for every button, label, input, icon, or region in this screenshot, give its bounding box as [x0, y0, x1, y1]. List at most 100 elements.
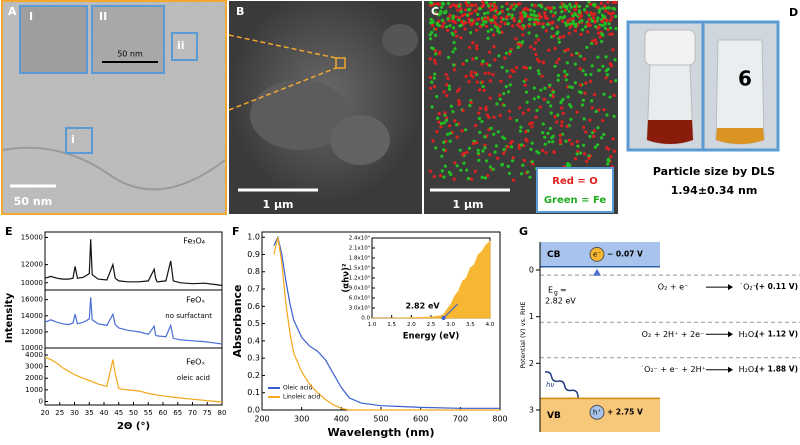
product: ˙O₂⁻	[739, 283, 757, 292]
legend-entry: Green = Fe	[544, 195, 607, 206]
eds-dot	[518, 25, 522, 29]
eds-dot	[467, 17, 471, 21]
eds-dot	[433, 72, 437, 76]
eds-dot	[587, 156, 591, 160]
x-tick-label: 30	[70, 409, 79, 417]
zoom-line	[228, 67, 337, 111]
panel-label: G	[519, 225, 528, 238]
eds-dot	[587, 13, 591, 17]
eds-dot	[489, 28, 494, 32]
eds-dot	[507, 12, 511, 16]
eds-dot	[592, 12, 596, 16]
panel-label: F	[232, 225, 240, 238]
eds-dot	[555, 60, 559, 64]
eds-dot	[529, 45, 533, 49]
y-tick-label: 0	[39, 398, 43, 406]
y-tick-label: 14000	[21, 312, 43, 320]
x-tick-label: 80	[218, 409, 227, 417]
zoom-box	[335, 57, 346, 69]
eds-dot	[492, 132, 496, 136]
eds-dot	[571, 19, 575, 23]
eds-dot	[575, 140, 579, 144]
eds-dot	[544, 16, 548, 20]
eds-dot	[551, 134, 555, 138]
scale-label: 1 µm	[452, 198, 483, 211]
eds-dot	[451, 110, 455, 114]
y-tick-label: 12000	[21, 261, 43, 269]
x-tick-label: 75	[203, 409, 212, 417]
eds-dot	[485, 1, 489, 5]
eds-dot	[455, 135, 459, 139]
eds-dot	[442, 21, 446, 25]
eds-dot	[430, 46, 434, 50]
eds-dot	[596, 31, 601, 35]
eds-dot	[481, 149, 485, 153]
eds-dot	[487, 115, 491, 119]
eds-dot	[557, 40, 561, 44]
eds-dot	[430, 80, 434, 84]
eds-dot	[597, 68, 601, 72]
eds-dot	[510, 13, 514, 17]
eds-dot	[491, 167, 495, 171]
eds-dot	[548, 83, 552, 87]
eds-dot	[435, 95, 439, 99]
eds-dot	[579, 151, 583, 155]
eds-dot	[593, 38, 597, 42]
eds-dot	[496, 156, 500, 160]
eds-dot	[552, 150, 556, 154]
eds-dot	[582, 117, 586, 121]
eds-dot	[493, 5, 498, 9]
eds-dot	[464, 128, 468, 132]
eds-dot	[573, 81, 578, 85]
band-gap-tangent	[443, 303, 458, 319]
eds-dot	[542, 97, 546, 101]
eds-dot	[551, 95, 555, 99]
eds-dot	[596, 143, 600, 147]
eds-dot	[563, 48, 568, 53]
eds-dot	[533, 18, 537, 22]
eds-dot	[608, 26, 613, 30]
eds-dot	[538, 16, 542, 20]
eds-dot	[522, 144, 526, 148]
x-tick-label: 35	[85, 409, 94, 417]
eds-dot	[488, 96, 492, 100]
eds-dot	[448, 13, 452, 18]
region-label: ii	[177, 39, 185, 52]
eds-dot	[459, 7, 463, 11]
eds-dot	[549, 104, 553, 108]
eds-dot	[467, 80, 471, 84]
eds-dot	[494, 144, 498, 148]
eds-dot	[471, 3, 475, 7]
eds-dot	[447, 55, 451, 60]
eds-dot	[567, 138, 572, 142]
eds-dot	[518, 129, 523, 133]
eds-dot	[451, 14, 455, 18]
y-tick-label: 10000	[21, 279, 43, 287]
eds-dot	[575, 51, 579, 55]
eds-dot	[547, 48, 551, 52]
eds-dot	[557, 18, 561, 22]
eds-dot	[612, 114, 616, 118]
y-tick-label: 0.7	[247, 285, 260, 294]
eds-dot	[433, 49, 438, 53]
eds-dot	[487, 71, 491, 75]
panel-label: A	[8, 5, 17, 18]
eds-dot	[552, 6, 556, 10]
y-tick-label: 10000	[21, 344, 43, 352]
eds-dot	[589, 79, 593, 83]
eds-dot	[508, 116, 512, 120]
eds-dot	[570, 142, 574, 146]
eds-dot	[589, 72, 593, 76]
eds-dot	[508, 74, 512, 78]
y-tick-label: 1.8x10⁴	[349, 255, 371, 262]
eds-dot	[541, 122, 545, 126]
eds-dot	[590, 99, 594, 103]
eds-dot	[488, 153, 492, 157]
eds-dot	[614, 27, 618, 31]
eds-dot	[544, 29, 548, 33]
eds-dot	[540, 74, 544, 78]
light-wave	[544, 371, 580, 404]
eds-dot	[559, 5, 563, 9]
eds-dot	[443, 113, 447, 117]
eds-dot	[573, 157, 578, 161]
